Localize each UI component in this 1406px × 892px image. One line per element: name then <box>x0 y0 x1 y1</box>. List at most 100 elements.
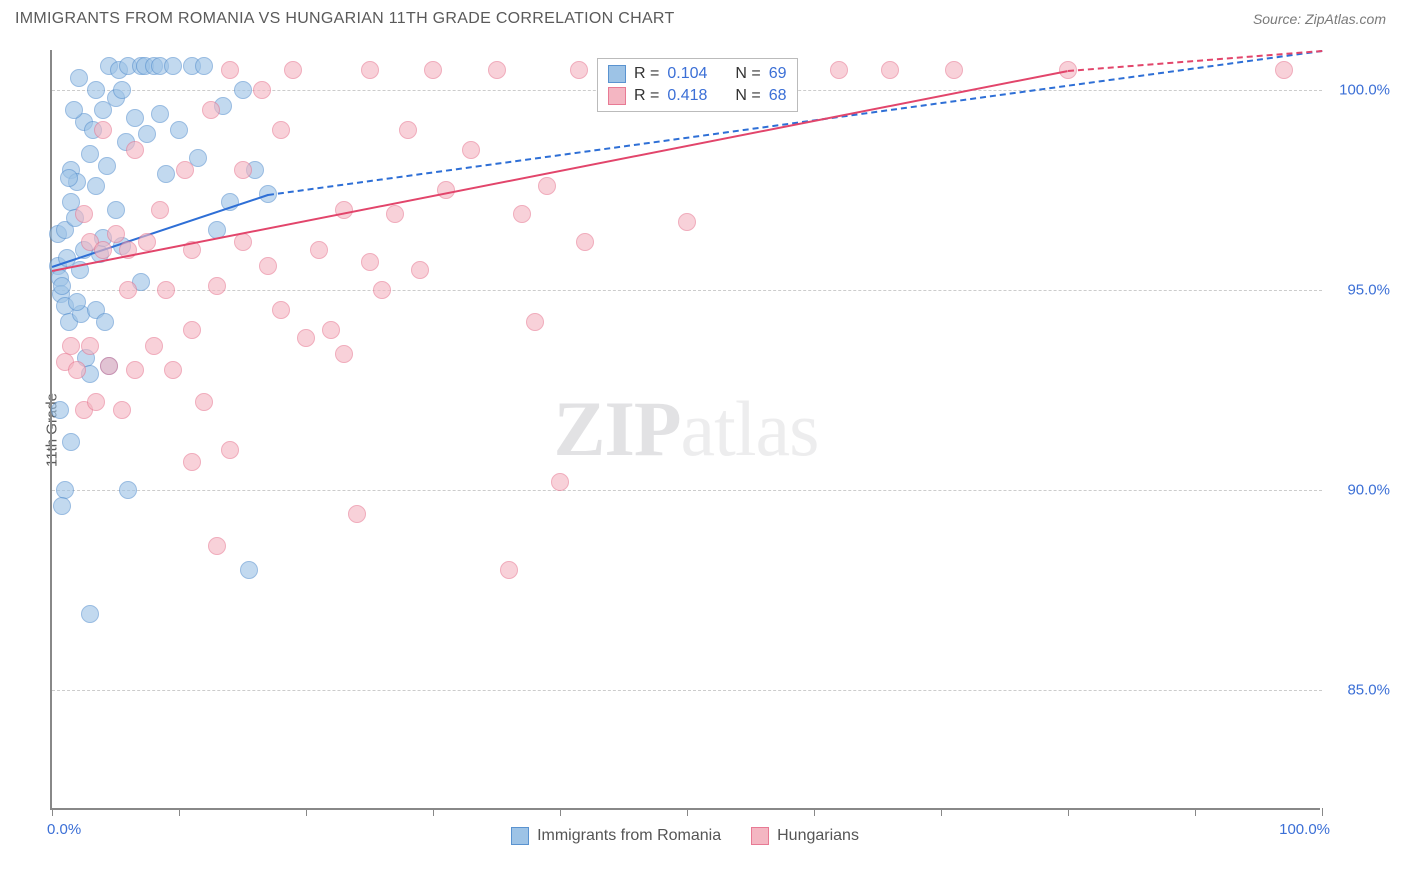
stats-row: R =0.104N =69 <box>608 63 787 85</box>
data-point <box>68 293 86 311</box>
stats-box: R =0.104N =69R =0.418N =68 <box>597 58 798 112</box>
xtick <box>1322 808 1323 816</box>
data-point <box>138 125 156 143</box>
data-point <box>126 109 144 127</box>
xtick <box>560 808 561 816</box>
trend-line <box>52 70 1068 272</box>
bottom-legend: Immigrants from Romania Hungarians <box>50 827 1320 845</box>
chart-header: IMMIGRANTS FROM ROMANIA VS HUNGARIAN 11T… <box>0 0 1406 38</box>
data-point <box>348 505 366 523</box>
data-point <box>526 313 544 331</box>
data-point <box>119 281 137 299</box>
data-point <box>538 177 556 195</box>
data-point <box>488 61 506 79</box>
legend-swatch <box>608 65 626 83</box>
legend-item: Hungarians <box>751 827 859 845</box>
xtick <box>687 808 688 816</box>
data-point <box>87 393 105 411</box>
data-point <box>81 145 99 163</box>
data-point <box>145 337 163 355</box>
data-point <box>151 105 169 123</box>
chart-title: IMMIGRANTS FROM ROMANIA VS HUNGARIAN 11T… <box>15 10 675 28</box>
gridline <box>52 690 1322 691</box>
stats-row: R =0.418N =68 <box>608 85 787 107</box>
data-point <box>322 321 340 339</box>
data-point <box>500 561 518 579</box>
data-point <box>208 537 226 555</box>
data-point <box>107 225 125 243</box>
data-point <box>176 161 194 179</box>
data-point <box>424 61 442 79</box>
data-point <box>65 101 83 119</box>
legend-label: Immigrants from Romania <box>537 827 721 845</box>
data-point <box>234 161 252 179</box>
data-point <box>945 61 963 79</box>
xtick <box>52 808 53 816</box>
watermark: ZIPatlas <box>554 384 819 474</box>
data-point <box>221 441 239 459</box>
data-point <box>94 241 112 259</box>
data-point <box>335 201 353 219</box>
data-point <box>208 277 226 295</box>
data-point <box>81 605 99 623</box>
data-point <box>1275 61 1293 79</box>
data-point <box>157 165 175 183</box>
data-point <box>126 361 144 379</box>
ytick-label: 95.0% <box>1347 282 1390 299</box>
data-point <box>183 453 201 471</box>
legend-label: Hungarians <box>777 827 859 845</box>
plot-container: 11th Grade ZIPatlas 85.0%90.0%95.0%100.0… <box>50 50 1390 810</box>
data-point <box>240 561 258 579</box>
xtick <box>306 808 307 816</box>
data-point <box>53 277 71 295</box>
legend-item: Immigrants from Romania <box>511 827 721 845</box>
gridline <box>52 290 1322 291</box>
data-point <box>411 261 429 279</box>
data-point <box>272 121 290 139</box>
data-point <box>96 313 114 331</box>
data-point <box>195 393 213 411</box>
data-point <box>234 81 252 99</box>
xtick <box>179 808 180 816</box>
xtick <box>1195 808 1196 816</box>
data-point <box>81 337 99 355</box>
xtick <box>941 808 942 816</box>
legend-swatch <box>751 827 769 845</box>
data-point <box>62 337 80 355</box>
data-point <box>437 181 455 199</box>
data-point <box>119 481 137 499</box>
data-point <box>53 497 71 515</box>
stat-r-label: R = <box>634 65 659 83</box>
data-point <box>75 205 93 223</box>
data-point <box>576 233 594 251</box>
watermark-zip: ZIP <box>554 385 681 472</box>
data-point <box>361 61 379 79</box>
data-point <box>253 81 271 99</box>
data-point <box>87 81 105 99</box>
data-point <box>513 205 531 223</box>
watermark-atlas: atlas <box>681 385 819 472</box>
data-point <box>51 401 69 419</box>
data-point <box>94 121 112 139</box>
stat-n-label: N = <box>735 65 760 83</box>
data-point <box>881 61 899 79</box>
data-point <box>98 157 116 175</box>
data-point <box>100 357 118 375</box>
data-point <box>462 141 480 159</box>
gridline <box>52 490 1322 491</box>
data-point <box>830 61 848 79</box>
data-point <box>60 169 78 187</box>
data-point <box>551 473 569 491</box>
data-point <box>272 301 290 319</box>
data-point <box>284 61 302 79</box>
stat-n-label: N = <box>735 87 760 105</box>
data-point <box>399 121 417 139</box>
data-point <box>386 205 404 223</box>
data-point <box>195 57 213 75</box>
data-point <box>183 321 201 339</box>
data-point <box>151 201 169 219</box>
data-point <box>113 81 131 99</box>
data-point <box>202 101 220 119</box>
data-point <box>335 345 353 363</box>
data-point <box>259 257 277 275</box>
